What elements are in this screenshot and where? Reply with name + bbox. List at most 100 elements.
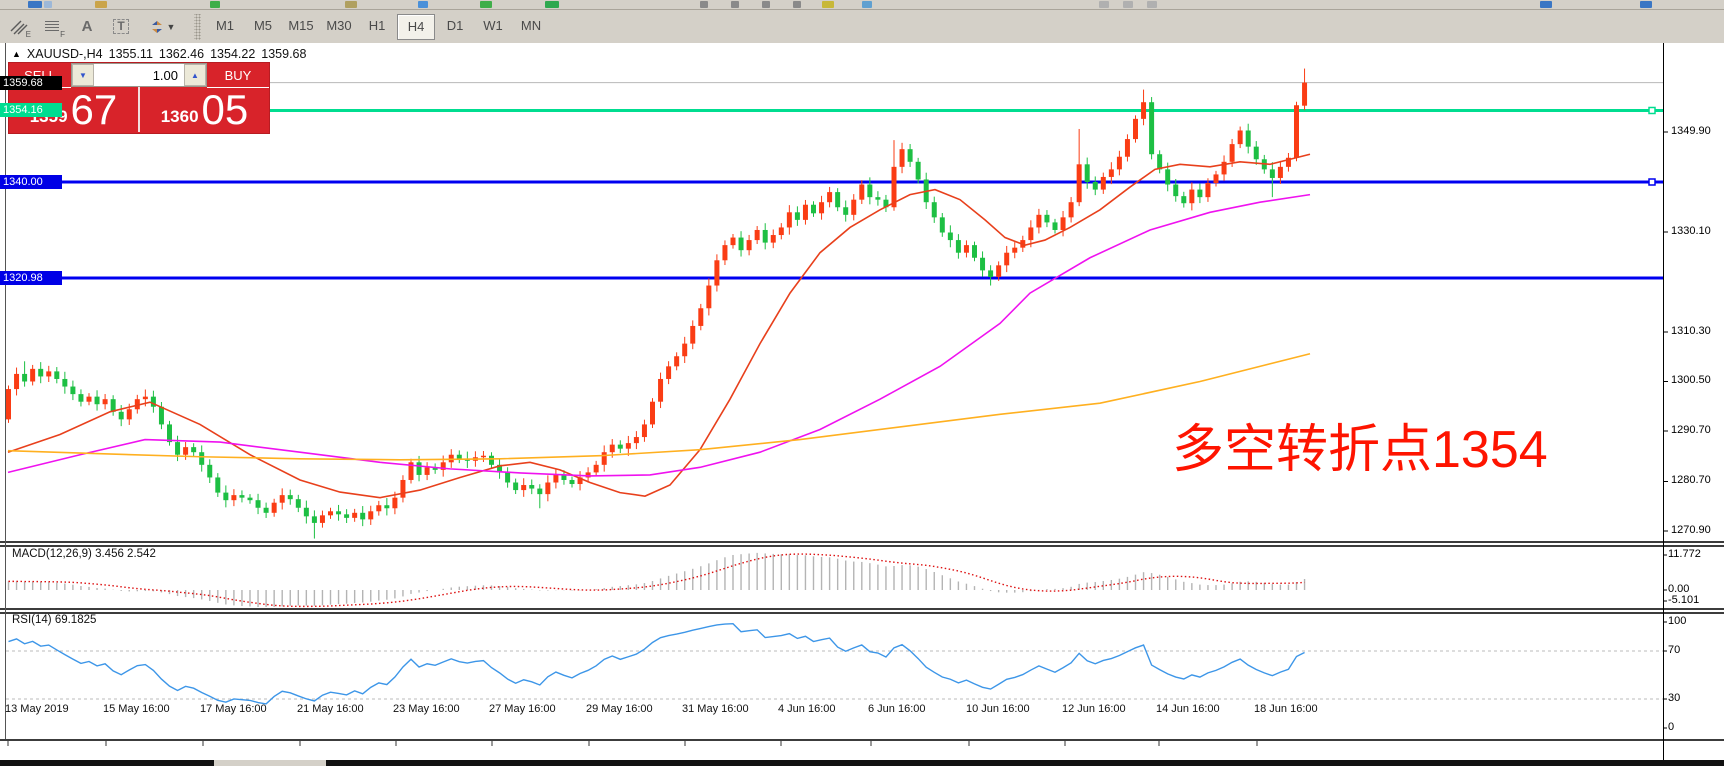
candles-layer bbox=[6, 68, 1308, 539]
scrollbar-gap bbox=[214, 760, 326, 766]
line-anchor-handle[interactable] bbox=[1648, 106, 1656, 115]
timeframe-button-h1[interactable]: H1 bbox=[368, 18, 386, 33]
date-tick-label: 17 May 16:00 bbox=[200, 703, 267, 715]
date-tick-label: 12 Jun 16:00 bbox=[1062, 703, 1126, 715]
current-price-badge[interactable]: 1359.68 bbox=[0, 75, 62, 90]
price-tick-label: 1280.70 bbox=[1671, 474, 1711, 487]
macd-indicator-label: MACD(12,26,9) 3.456 2.542 bbox=[12, 548, 156, 560]
rsi-axis-label: 0 bbox=[1668, 721, 1675, 733]
toolbar-icon-fragment bbox=[1099, 1, 1109, 8]
bar-close: 1359.68 bbox=[261, 47, 307, 61]
chart-legend: ▲ XAUUSD-,H4 1355.11 1362.46 1354.22 135… bbox=[12, 47, 306, 61]
rsi-indicator-label: RSI(14) 69.1825 bbox=[12, 614, 97, 626]
toolbar-drag-handle[interactable] bbox=[194, 13, 201, 40]
buy-price-display[interactable]: 1360 05 bbox=[140, 87, 269, 132]
tool-sub-e: E bbox=[25, 29, 31, 39]
toolbar-icon-fragment bbox=[28, 1, 42, 8]
volume-decrease-button[interactable]: ▼ bbox=[72, 64, 94, 86]
toolbar-icon-fragment bbox=[345, 1, 357, 8]
date-tick-label: 15 May 16:00 bbox=[103, 703, 170, 715]
macd-axis-label: -5.101 bbox=[1668, 594, 1700, 606]
chevron-down-icon: ▼ bbox=[166, 21, 176, 32]
toolbar-icon-fragment bbox=[1147, 1, 1157, 8]
equidistant-channel-icon[interactable]: E bbox=[4, 14, 34, 40]
toolbar-icon-fragment bbox=[95, 1, 107, 8]
date-tick-label: 23 May 16:00 bbox=[393, 703, 460, 715]
date-tick-label: 6 Jun 16:00 bbox=[868, 703, 926, 715]
timeframe-button-mn[interactable]: MN bbox=[520, 18, 542, 33]
timeframe-button-m30[interactable]: M30 bbox=[326, 18, 352, 33]
rsi-axis-label: 100 bbox=[1668, 615, 1687, 627]
rsi-axis-label: 70 bbox=[1668, 644, 1681, 656]
volume-spinner: ▼ 1.00 ▲ bbox=[71, 63, 207, 87]
macd-histogram bbox=[7, 552, 1306, 607]
symbol-collapse-icon[interactable]: ▲ bbox=[12, 49, 21, 59]
toolbar-icon-fragment bbox=[862, 1, 872, 8]
green-line-badge[interactable]: 1354.16 bbox=[0, 103, 62, 118]
price-tick-label: 1300.50 bbox=[1671, 374, 1711, 387]
toolbar-icon-fragment bbox=[793, 1, 801, 8]
text-box-icon[interactable]: T bbox=[106, 14, 136, 40]
sell-price-pips: 67 bbox=[70, 86, 118, 134]
fibonacci-icon[interactable]: F bbox=[38, 14, 68, 40]
one-click-trading-panel: SELL ▼ 1.00 ▲ BUY 1359 67 1360 05 bbox=[8, 62, 270, 134]
horizontal-scrollbar[interactable] bbox=[0, 760, 1724, 766]
bar-low: 1354.22 bbox=[210, 47, 256, 61]
line-anchor-handle[interactable] bbox=[1648, 178, 1656, 186]
bar-high: 1362.46 bbox=[158, 47, 205, 61]
arrows-icon[interactable]: ▼ bbox=[140, 14, 184, 40]
toolbar-icon-fragment bbox=[700, 1, 708, 8]
toolbar-icon-fragment bbox=[1123, 1, 1133, 8]
toolbar-icon-fragment bbox=[1540, 1, 1552, 8]
toolbar-icon-fragment bbox=[210, 1, 220, 8]
toolbar-icon-fragment bbox=[44, 1, 52, 8]
macd-signal-line bbox=[8, 553, 1305, 608]
window-toolbar-clipped-row bbox=[0, 0, 1724, 10]
text-label-icon[interactable]: A bbox=[81, 18, 93, 35]
rsi-line bbox=[8, 622, 1305, 705]
ma-slow-orange bbox=[7, 352, 1311, 461]
toolbar-icon-fragment bbox=[1640, 1, 1652, 8]
date-tick-label: 4 Jun 16:00 bbox=[778, 703, 836, 715]
ma-fast-red bbox=[7, 153, 1311, 499]
macd-axis-label: 0.00 bbox=[1668, 583, 1690, 595]
toolbar-icon-fragment bbox=[762, 1, 770, 8]
toolbar-icon-fragment bbox=[480, 1, 492, 8]
toolbar-icon-fragment bbox=[822, 1, 834, 8]
toolbar-icon-fragment bbox=[418, 1, 428, 8]
buy-price-pips: 05 bbox=[201, 86, 249, 134]
date-tick-label: 14 Jun 16:00 bbox=[1156, 703, 1220, 715]
blue-line-badge-1321[interactable]: 1320.98 bbox=[0, 271, 62, 286]
buy-button[interactable]: BUY bbox=[207, 63, 269, 88]
timeframe-button-w1[interactable]: W1 bbox=[483, 18, 503, 33]
tool-sub-f: F bbox=[60, 29, 65, 39]
price-tick-label: 1310.30 bbox=[1671, 324, 1711, 337]
price-tick-label: 1290.70 bbox=[1671, 423, 1711, 436]
ma-mid-magenta bbox=[7, 193, 1311, 477]
date-tick-label: 29 May 16:00 bbox=[586, 703, 653, 715]
chart-text-annotation[interactable]: 多空转折点1354 bbox=[1172, 421, 1548, 479]
timeframe-button-d1[interactable]: D1 bbox=[446, 18, 464, 33]
timeframe-button-m5[interactable]: M5 bbox=[253, 18, 273, 33]
blue-line-badge-1340[interactable]: 1340.00 bbox=[0, 174, 62, 189]
rsi-axis-label: 30 bbox=[1668, 692, 1681, 704]
price-chart-canvas bbox=[0, 43, 1724, 760]
timeframe-button-m1[interactable]: M1 bbox=[215, 18, 235, 33]
toolbar-icon-fragment bbox=[545, 1, 559, 8]
timeframe-button-h4[interactable]: H4 bbox=[397, 13, 435, 40]
date-tick-label: 21 May 16:00 bbox=[297, 703, 364, 715]
bar-open: 1355.11 bbox=[108, 47, 153, 61]
date-tick-label: 13 May 2019 bbox=[5, 703, 69, 715]
date-tick-label: 27 May 16:00 bbox=[489, 703, 556, 715]
price-tick-label: 1270.90 bbox=[1671, 523, 1711, 536]
macd-axis-label: 11.772 bbox=[1668, 548, 1701, 560]
buy-price-main: 1360 bbox=[160, 107, 199, 126]
date-tick-label: 18 Jun 16:00 bbox=[1254, 703, 1318, 715]
date-tick-label: 10 Jun 16:00 bbox=[966, 703, 1030, 715]
volume-input[interactable]: 1.00 bbox=[94, 64, 184, 86]
volume-increase-button[interactable]: ▲ bbox=[184, 64, 206, 86]
symbol-name: XAUUSD-,H4 bbox=[26, 47, 103, 61]
price-tick-label: 1330.10 bbox=[1671, 224, 1711, 237]
timeframe-button-m15[interactable]: M15 bbox=[288, 18, 314, 33]
chart-window: ▲ XAUUSD-,H4 1355.11 1362.46 1354.22 135… bbox=[0, 43, 1724, 760]
